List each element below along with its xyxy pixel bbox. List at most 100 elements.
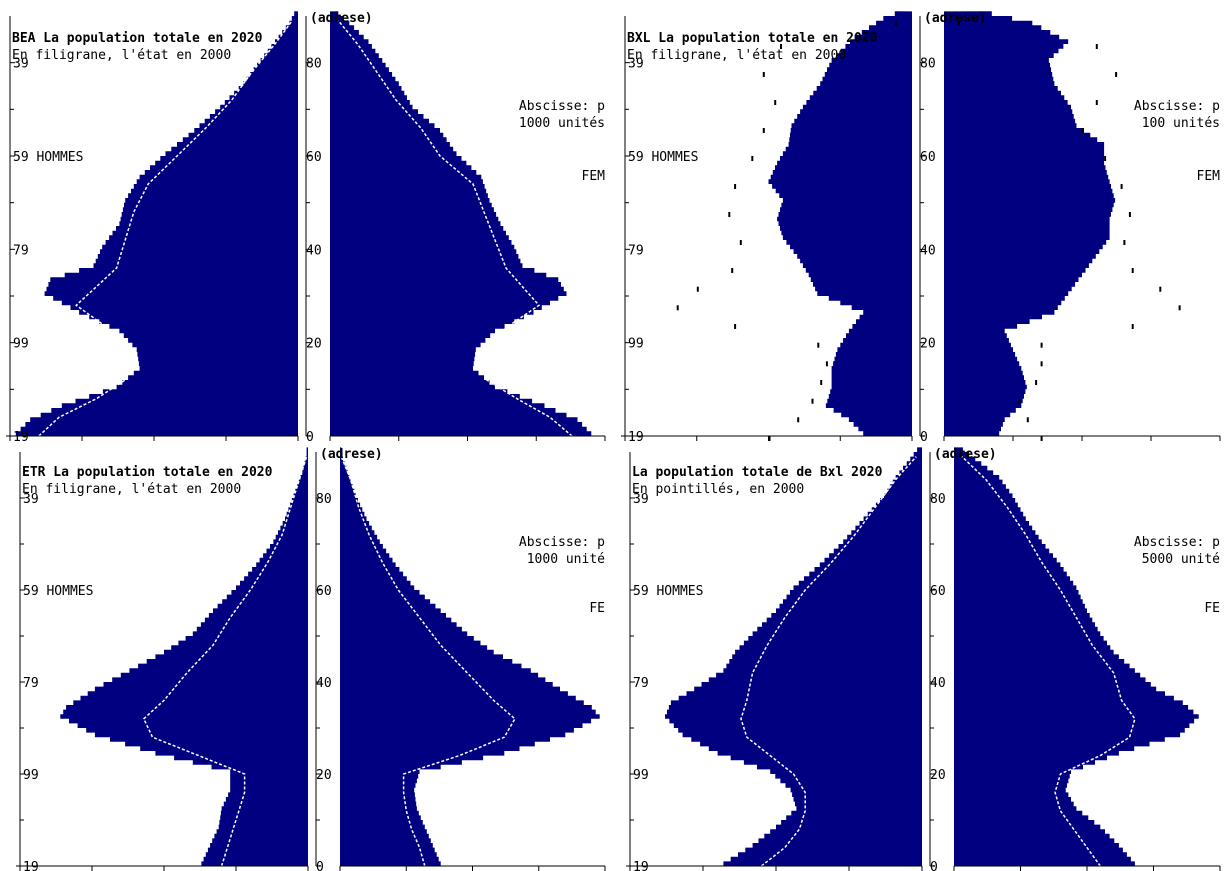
chart-title-2: BXL La population totale en 2020 [627,31,878,46]
ghost-dot-women-2-1 [1026,417,1029,423]
men-label-2: 59 HOMMES [628,150,698,165]
age-tick-label-4-4: 0 [930,860,938,871]
ghost-dot-men-2-18 [894,20,897,26]
ghost-dot-women-2-18 [957,20,960,26]
ghost-line-men-1 [38,20,293,437]
abscisse-label-1: Abscisse: p [519,99,605,114]
ghost-dot-women-2-4 [1040,361,1043,367]
age-tick-label-2-4: 0 [920,430,928,445]
age-tick-label-2-2: 40 [920,243,936,258]
chart-subtitle-1: En filigrane, l'état en 2000 [12,48,231,63]
women-area-4 [954,447,1199,866]
age-tick-label-2-1: 60 [920,150,936,165]
women-label-4: FE [1204,601,1220,616]
ghost-line-men-4 [740,456,917,867]
age-tick-label-3-4: 0 [316,860,324,871]
year-tick-label-1-2: 79 [13,243,29,258]
age-tick-label-1-4: 0 [306,430,314,445]
women-label-3: FE [589,601,605,616]
age-tick-label-4-1: 60 [930,584,946,599]
year-tick-label-1-0: 39 [13,57,29,72]
abscisse-units-4: 5000 unité [1142,552,1220,567]
year-tick-label-1-4: 19 [13,430,29,445]
chart-title-4: La population totale de Bxl 2020 [632,465,883,480]
age-tick-label-3-0: 80 [316,492,332,507]
ghost-dot-men-2-17 [780,44,782,49]
men-area-4 [665,447,922,866]
age-tick-label-4-3: 20 [930,768,946,783]
year-tick-label-1-3: 99 [13,337,29,352]
chart-title-1: BEA La population totale en 2020 [12,31,263,46]
women-area-1 [330,11,592,437]
ghost-dot-women-2-5 [1040,342,1043,348]
ghost-dot-women-2-7 [1178,305,1181,311]
ghost-dot-men-2-7 [676,305,679,311]
year-tick-label-3-4: 19 [23,860,39,871]
women-label-2: FEM [1197,169,1221,184]
ghost-dot-men-2-10 [739,240,742,245]
ghost-dot-women-2-0 [1040,436,1043,441]
age-tick-label-1-1: 60 [306,150,322,165]
ghost-dot-men-2-4 [825,361,828,367]
chart-subtitle-4: En pointillés, en 2000 [632,482,804,497]
ghost-dot-women-2-16 [1115,72,1118,77]
year-tick-label-4-3: 99 [633,768,649,783]
year-tick-label-2-0: 39 [628,57,644,72]
adrese-label-2: (adrese) [924,11,987,26]
ghost-dot-women-2-10 [1123,240,1126,245]
ghost-dot-men-2-3 [820,380,823,385]
women-label-1: FEM [582,169,606,184]
abscisse-units-1: 1000 unités [519,116,605,131]
age-tick-label-4-2: 40 [930,676,946,691]
age-tick-label-1-3: 20 [306,337,322,352]
year-tick-label-2-2: 79 [628,243,644,258]
year-tick-label-3-3: 99 [23,768,39,783]
chart-subtitle-3: En filigrane, l'état en 2000 [22,482,241,497]
ghost-dot-women-2-6 [1131,324,1134,329]
ghost-dot-men-2-12 [734,184,737,189]
ghost-dot-women-2-12 [1120,184,1123,189]
age-tick-label-2-3: 20 [920,337,936,352]
ghost-dot-women-2-11 [1128,212,1131,217]
adrese-label-4: (adrese) [934,447,997,462]
ghost-dot-women-2-15 [1095,100,1098,105]
age-tick-label-2-0: 80 [920,57,936,72]
age-tick-label-4-0: 80 [930,492,946,507]
year-tick-label-2-3: 99 [628,337,644,352]
ghost-dot-women-2-2 [1018,398,1021,404]
year-tick-label-2-4: 19 [628,430,644,445]
men-area-3 [60,447,308,866]
ghost-dot-men-2-16 [762,72,765,77]
abscisse-units-2: 100 unités [1142,116,1220,131]
abscisse-units-3: 1000 unité [527,552,605,567]
adrese-label-1: (adrese) [310,11,373,26]
abscisse-label-4: Abscisse: p [1134,535,1220,550]
women-area-2 [944,11,1116,437]
year-tick-label-3-0: 39 [23,492,39,507]
chart-title-3: ETR La population totale en 2020 [22,465,273,480]
ghost-line-men-3 [142,456,308,867]
ghost-line-women-4 [961,456,1136,867]
ghost-dot-men-2-11 [728,212,731,217]
ghost-dot-men-2-8 [696,286,699,292]
ghost-dot-women-2-13 [1104,156,1107,161]
ghost-dot-men-2-5 [817,342,820,348]
age-tick-label-3-3: 20 [316,768,332,783]
men-area-1 [15,11,299,437]
ghost-dot-women-2-14 [1082,128,1084,133]
ghost-dot-women-2-17 [1095,44,1098,49]
ghost-dot-men-2-9 [731,268,734,273]
ghost-line-women-1 [337,20,573,437]
age-tick-label-1-0: 80 [306,57,322,72]
year-tick-label-4-4: 19 [633,860,649,871]
ghost-line-women-3 [340,456,516,867]
age-tick-label-1-2: 40 [306,243,322,258]
men-label-1: 59 HOMMES [13,150,83,165]
ghost-dot-men-2-15 [774,100,777,105]
ghost-dot-men-2-0 [768,436,771,441]
ghost-dot-women-2-3 [1035,380,1038,385]
year-tick-label-3-2: 79 [23,676,39,691]
chart-subtitle-2: En filigrane, l'état en 2000 [627,48,846,63]
age-tick-label-3-2: 40 [316,676,332,691]
ghost-dot-men-2-2 [811,398,814,404]
